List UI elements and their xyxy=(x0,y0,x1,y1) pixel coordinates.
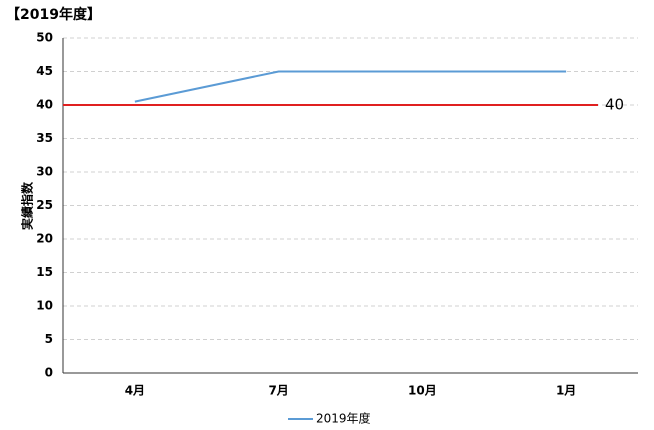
y-tick-label: 50 xyxy=(36,31,53,45)
y-tick-label: 30 xyxy=(36,165,53,179)
y-tick-label: 10 xyxy=(36,299,53,313)
y-tick-label: 0 xyxy=(45,366,53,380)
y-tick-label: 5 xyxy=(45,332,53,346)
legend-label: 2019年度 xyxy=(316,411,371,426)
series-line xyxy=(134,70,567,103)
y-tick-label: 20 xyxy=(36,232,53,246)
x-tick-label: 4月 xyxy=(125,384,145,398)
y-tick-label: 45 xyxy=(36,64,53,78)
x-tick-label: 1月 xyxy=(556,384,576,398)
y-tick-label: 35 xyxy=(36,131,53,145)
x-tick-label: 10月 xyxy=(408,384,437,398)
y-tick-label: 15 xyxy=(36,265,53,279)
reference-label: 40 xyxy=(605,96,624,114)
y-tick-label: 25 xyxy=(36,198,53,212)
y-tick-label: 40 xyxy=(36,98,53,112)
y-axis-label: 実績指数 xyxy=(20,181,35,230)
x-tick-label: 7月 xyxy=(268,384,288,398)
chart-title: 【2019年度】 xyxy=(6,6,101,23)
